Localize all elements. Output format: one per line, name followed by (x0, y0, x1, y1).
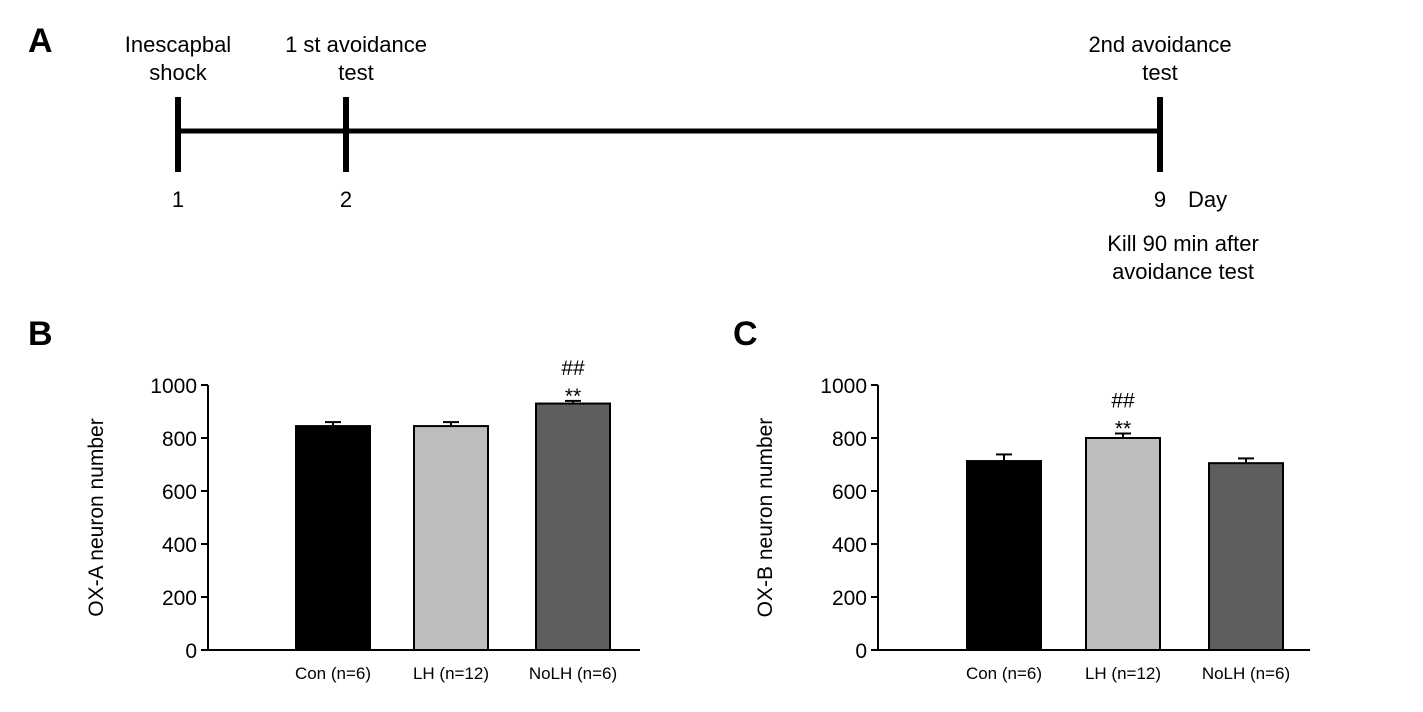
category-label-2: LH (n=12) (413, 664, 489, 683)
y-tick-label: 1000 (150, 375, 197, 398)
significance-marker-2: ** (1115, 417, 1131, 440)
y-tick-label: 200 (162, 587, 197, 610)
significance-marker-1: ## (1111, 389, 1135, 412)
timeline-day-label-1: 1 (172, 187, 184, 212)
bar-2 (413, 425, 489, 652)
bar-2 (1085, 437, 1161, 651)
timeline-event-label-1-line-2: shock (149, 60, 207, 85)
ox-b-bar-chart: 0 200 400 600 800 1000 OX-B neuron number Con (… (754, 375, 1310, 683)
panel-a-timeline: A Inescapbal shock 1 1 st avoidance test 2 2nd… (28, 22, 1259, 284)
ox-a-bar-chart: 0 200 400 600 800 1000 OX-A neuron number Con (… (85, 357, 640, 683)
y-tick-label: 0 (855, 640, 867, 663)
y-tick-label: 1000 (820, 375, 867, 398)
bar-1 (295, 425, 371, 652)
y-tick-label: 200 (832, 587, 867, 610)
timeline-event-label-2-line-2: test (338, 60, 373, 85)
timeline-unit-label: Day (1188, 187, 1227, 212)
bar-3 (1208, 462, 1284, 651)
panel-c-chart: C 0 200 400 600 800 1000 OX-B neuron number Con… (733, 315, 1310, 683)
bar-1 (966, 460, 1042, 651)
y-tick-label: 600 (832, 481, 867, 504)
y-tick-label: 400 (832, 534, 867, 557)
category-label-1: Con (n=6) (295, 664, 371, 683)
significance-marker-2: ** (565, 385, 581, 408)
timeline-event-label-3-line-1: 2nd avoidance (1088, 32, 1231, 57)
bar-3 (535, 402, 611, 651)
category-label-1: Con (n=6) (966, 664, 1042, 683)
category-label-3: NoLH (n=6) (1202, 664, 1290, 683)
timeline-note-line-2: avoidance test (1112, 259, 1254, 284)
y-tick-label: 400 (162, 534, 197, 557)
y-tick-label: 800 (832, 428, 867, 451)
y-tick-label: 0 (185, 640, 197, 663)
significance-marker-1: ## (561, 357, 585, 380)
timeline-day-label-2: 2 (340, 187, 352, 212)
timeline-events: Inescapbal shock 1 1 st avoidance test 2 2nd a… (125, 32, 1232, 212)
timeline-note-line-1: Kill 90 min after (1107, 231, 1259, 256)
y-tick-label: 800 (162, 428, 197, 451)
category-label-3: NoLH (n=6) (529, 664, 617, 683)
timeline-event-label-2-line-1: 1 st avoidance (285, 32, 427, 57)
panel-c-letter: C (733, 315, 758, 353)
panel-b-chart: B 0 200 400 600 800 1000 OX-A neuron number Con… (28, 315, 640, 683)
category-label-2: LH (n=12) (1085, 664, 1161, 683)
panel-b-letter: B (28, 315, 53, 353)
panel-a-letter: A (28, 22, 53, 60)
timeline-day-label-3: 9 (1154, 187, 1166, 212)
y-axis-label: OX-B neuron number (754, 418, 777, 618)
timeline-event-label-1-line-1: Inescapbal (125, 32, 231, 57)
timeline-event-label-3-line-2: test (1142, 60, 1177, 85)
y-axis-label: OX-A neuron number (85, 418, 108, 616)
y-tick-label: 600 (162, 481, 197, 504)
